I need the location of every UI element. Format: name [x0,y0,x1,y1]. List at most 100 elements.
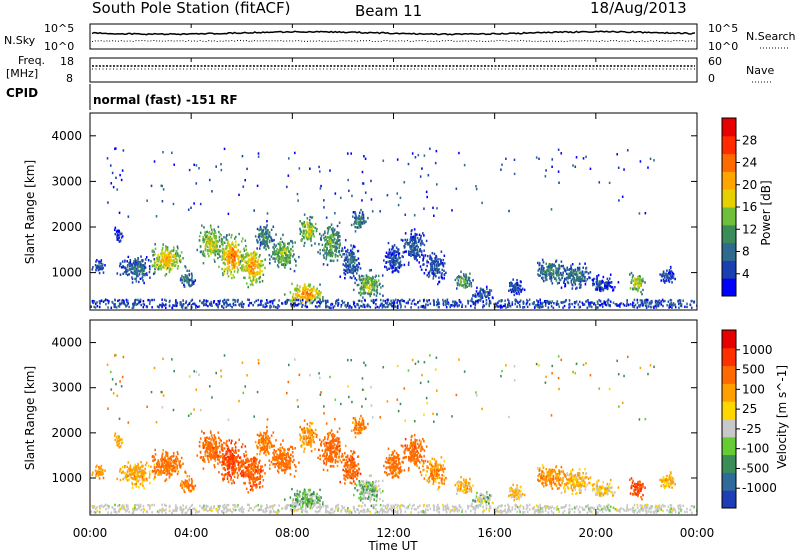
power-cell [548,268,551,271]
power-cell [210,225,212,229]
power-cell [328,249,331,252]
power-cell [289,299,292,302]
velocity-cell [167,463,170,466]
power-cell [663,276,666,279]
cpid-label: CPID [6,86,38,100]
power-cell [462,285,465,289]
power-cell [390,303,392,306]
power-cell [309,293,311,296]
power-cell [636,282,639,285]
power-cell [298,167,301,170]
power-cell [344,258,347,261]
power-cell [383,259,385,262]
power-cell [415,256,417,259]
power-cell [592,282,594,286]
power-cell [302,289,305,292]
power-cell [329,259,332,263]
power-cell [226,298,228,302]
power-cell [391,261,394,264]
power-cell [256,238,258,242]
power-cell [631,303,634,307]
power-cell [634,283,637,286]
velocity-cell [98,473,101,477]
power-cell [223,269,226,273]
power-cell [266,219,268,223]
power-cell [316,305,318,309]
power-cell [254,278,256,282]
power-cell [273,250,276,253]
power-cell [371,283,374,286]
power-cell [223,298,226,302]
power-cell [373,293,376,296]
power-cell [324,230,326,233]
power-cell [156,263,158,267]
power-cell [293,298,295,302]
velocity-cell [131,483,134,486]
power-cell [363,155,365,158]
power-cell [551,165,553,169]
power-cell [668,269,671,272]
power-cell [199,202,202,206]
power-cell [555,267,557,270]
velocity-cell [190,477,193,481]
power-cell [171,151,173,154]
power-cell [223,262,226,265]
power-cell [609,273,612,276]
power-cell [139,260,142,264]
velocity-cell [190,483,193,486]
power-cell [162,264,164,268]
power-cell [646,301,648,304]
power-cell [447,301,450,304]
power-cell [582,279,584,282]
power-cell [173,163,176,166]
power-cell [399,302,401,305]
power-cell [280,247,283,250]
power-cell [356,269,359,272]
power-cell [514,299,516,302]
power-cell [291,298,294,301]
power-cell [221,258,223,261]
power-cell [550,272,552,275]
power-cell [114,226,117,229]
power-cell [245,255,248,258]
power-cell [165,299,168,302]
velocity-cell [168,464,171,467]
power-cell [331,238,334,242]
power-cell [541,258,544,262]
power-cell [365,220,367,223]
power-cell [292,302,295,305]
power-cell [367,216,369,220]
power-cell [212,234,215,237]
power-cell [602,280,604,284]
power-cell [240,303,243,306]
power-cell [413,214,416,217]
velocity-cell [157,459,160,462]
velocity-cell [117,444,120,447]
power-cell [248,298,250,302]
power-cell [255,272,257,276]
power-cell [344,269,347,272]
power-cell [392,263,395,266]
power-cell [338,238,341,242]
power-cell [594,288,597,291]
power-cell [482,288,485,291]
velocity-cell [222,449,224,453]
power-cell [403,245,406,248]
velocity-cell [137,463,140,466]
power-cell [325,257,327,261]
power-cell [629,273,631,276]
power-cell [204,233,207,236]
power-cell [231,241,234,244]
power-cell [436,271,439,275]
power-cell [542,268,544,271]
power-data-cells [90,147,697,310]
power-cell [549,269,551,272]
power-cell [233,298,236,302]
velocity-cell [203,443,206,447]
power-cell [401,255,404,258]
power-cell [188,168,191,172]
power-cell [384,255,387,258]
power-cell [599,280,601,284]
power-cell [567,275,570,278]
power-cell [461,303,464,306]
